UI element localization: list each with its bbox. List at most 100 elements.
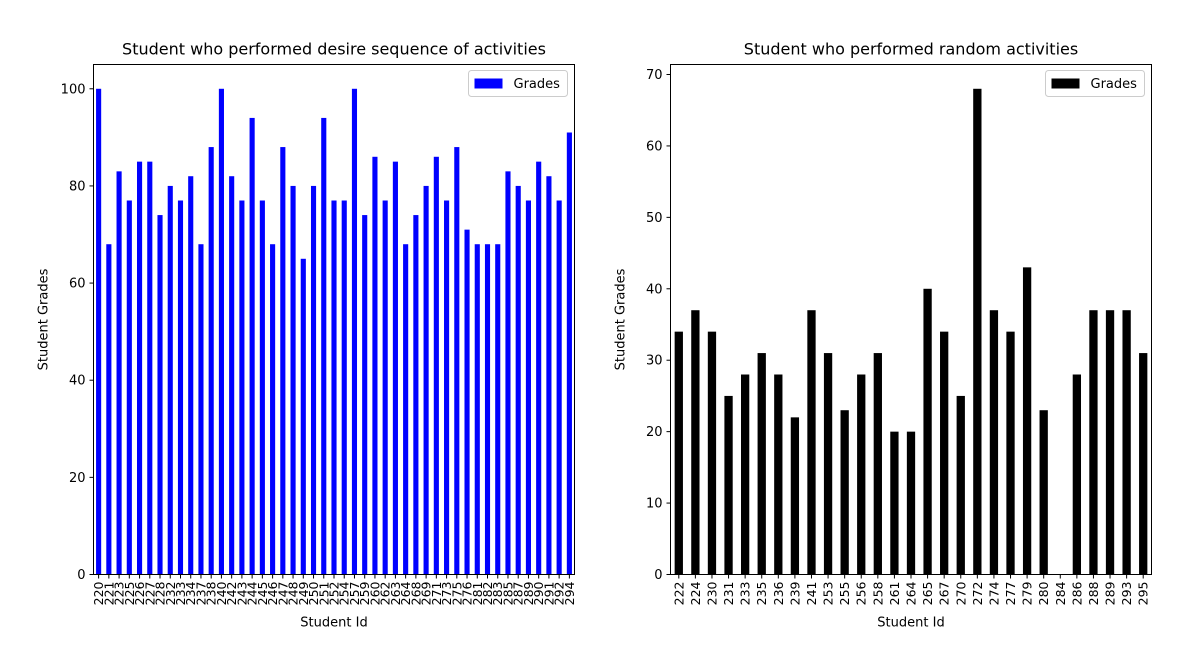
x-tick-label: 250 <box>306 581 321 605</box>
bar <box>566 132 572 575</box>
bar <box>707 331 717 575</box>
x-tick-label: 293 <box>1119 582 1134 606</box>
x-tick-label: 290 <box>531 581 546 605</box>
x-tick-label: 276 <box>460 581 475 605</box>
bar <box>691 310 700 575</box>
x-axis-label: Student Id <box>300 616 367 631</box>
bar <box>136 161 143 575</box>
x-tick-label: 234 <box>183 581 198 605</box>
bar <box>1006 331 1015 575</box>
bar <box>873 353 882 575</box>
chart-title: Student who performed random activities <box>744 40 1078 59</box>
bar <box>757 353 766 575</box>
bar <box>259 200 265 575</box>
x-tick-label: 274 <box>986 581 1001 605</box>
legend-box <box>1045 70 1145 97</box>
bar <box>362 215 368 575</box>
y-axis-label: Student Grades <box>37 268 52 370</box>
bar <box>940 331 949 575</box>
bar <box>536 161 542 575</box>
chart-title: Student who performed desire sequence of… <box>122 40 546 59</box>
bar <box>464 229 470 575</box>
bar <box>290 185 296 575</box>
legend-swatch <box>474 78 503 89</box>
y-tick-label: 60 <box>69 277 86 292</box>
x-tick-label: 256 <box>854 581 869 605</box>
x-tick-label: 220 <box>91 581 106 605</box>
bar <box>1089 310 1098 575</box>
x-tick-label: 231 <box>721 582 736 606</box>
bar-series <box>674 88 1148 575</box>
bar <box>351 88 358 575</box>
bar <box>239 200 245 575</box>
x-tick-label: 253 <box>821 582 836 606</box>
x-tick-label: 284 <box>1053 581 1068 605</box>
legend-swatch <box>1051 78 1080 89</box>
x-tick-label: 295 <box>1136 582 1151 606</box>
x-tick-label: 237 <box>193 582 208 606</box>
x-tick-label: 271 <box>429 582 444 606</box>
bar <box>484 244 491 575</box>
bar <box>147 161 153 575</box>
x-tick-label: 235 <box>754 582 769 606</box>
x-tick-label: 249 <box>296 581 311 605</box>
bar <box>906 431 916 575</box>
x-tick-label: 236 <box>771 581 786 605</box>
bar <box>505 171 511 575</box>
x-tick-label: 239 <box>787 581 802 605</box>
x-tick-label: 273 <box>439 582 454 606</box>
bar <box>433 156 439 575</box>
bar-series <box>96 88 572 575</box>
legend-label: Grades <box>1091 77 1138 92</box>
x-tick-label: 264 <box>904 581 919 605</box>
x-tick-label: 277 <box>1003 582 1018 606</box>
legend-label: Grades <box>514 77 561 92</box>
bar <box>956 395 965 575</box>
bar <box>280 147 286 575</box>
bar <box>973 88 982 575</box>
bar <box>208 147 214 575</box>
x-tick-label: 238 <box>204 581 219 605</box>
bar <box>807 310 816 575</box>
bar <box>300 258 306 575</box>
y-tick-label: 30 <box>646 354 663 369</box>
bar <box>774 374 783 575</box>
x-tick-label: 241 <box>804 582 819 606</box>
bar <box>495 244 501 575</box>
x-tick-label: 283 <box>490 582 505 606</box>
chart-1: 0204060801002202212232252262272282322332… <box>37 40 577 631</box>
y-axis-label: Student Grades <box>614 268 629 370</box>
bar <box>167 185 173 575</box>
bar <box>790 417 800 575</box>
x-tick-label: 252 <box>327 582 342 606</box>
bar <box>116 171 122 575</box>
bar <box>403 244 409 575</box>
y-tick-label: 0 <box>654 568 662 583</box>
x-tick-label: 233 <box>738 582 753 606</box>
x-tick-label: 279 <box>1020 581 1035 605</box>
y-tick-label: 20 <box>646 425 663 440</box>
x-tick-label: 265 <box>920 582 935 606</box>
bar <box>423 185 429 575</box>
x-tick-label: 244 <box>245 581 260 605</box>
x-tick-label: 228 <box>153 581 168 605</box>
y-tick-label: 10 <box>646 497 663 512</box>
x-tick-label: 272 <box>970 582 985 606</box>
bar <box>229 176 235 575</box>
bar <box>1105 310 1115 575</box>
x-tick-label: 232 <box>163 582 178 606</box>
x-tick-label: 227 <box>142 582 157 606</box>
bar <box>392 161 398 575</box>
bar <box>546 176 552 575</box>
bar <box>840 410 849 575</box>
bar <box>126 200 132 575</box>
x-tick-label: 289 <box>1103 581 1118 605</box>
y-tick-label: 60 <box>646 139 663 154</box>
bar <box>857 374 866 575</box>
bar <box>341 200 347 575</box>
x-tick-label: 292 <box>552 582 567 606</box>
bar <box>106 244 112 575</box>
x-tick-label: 255 <box>837 582 852 606</box>
